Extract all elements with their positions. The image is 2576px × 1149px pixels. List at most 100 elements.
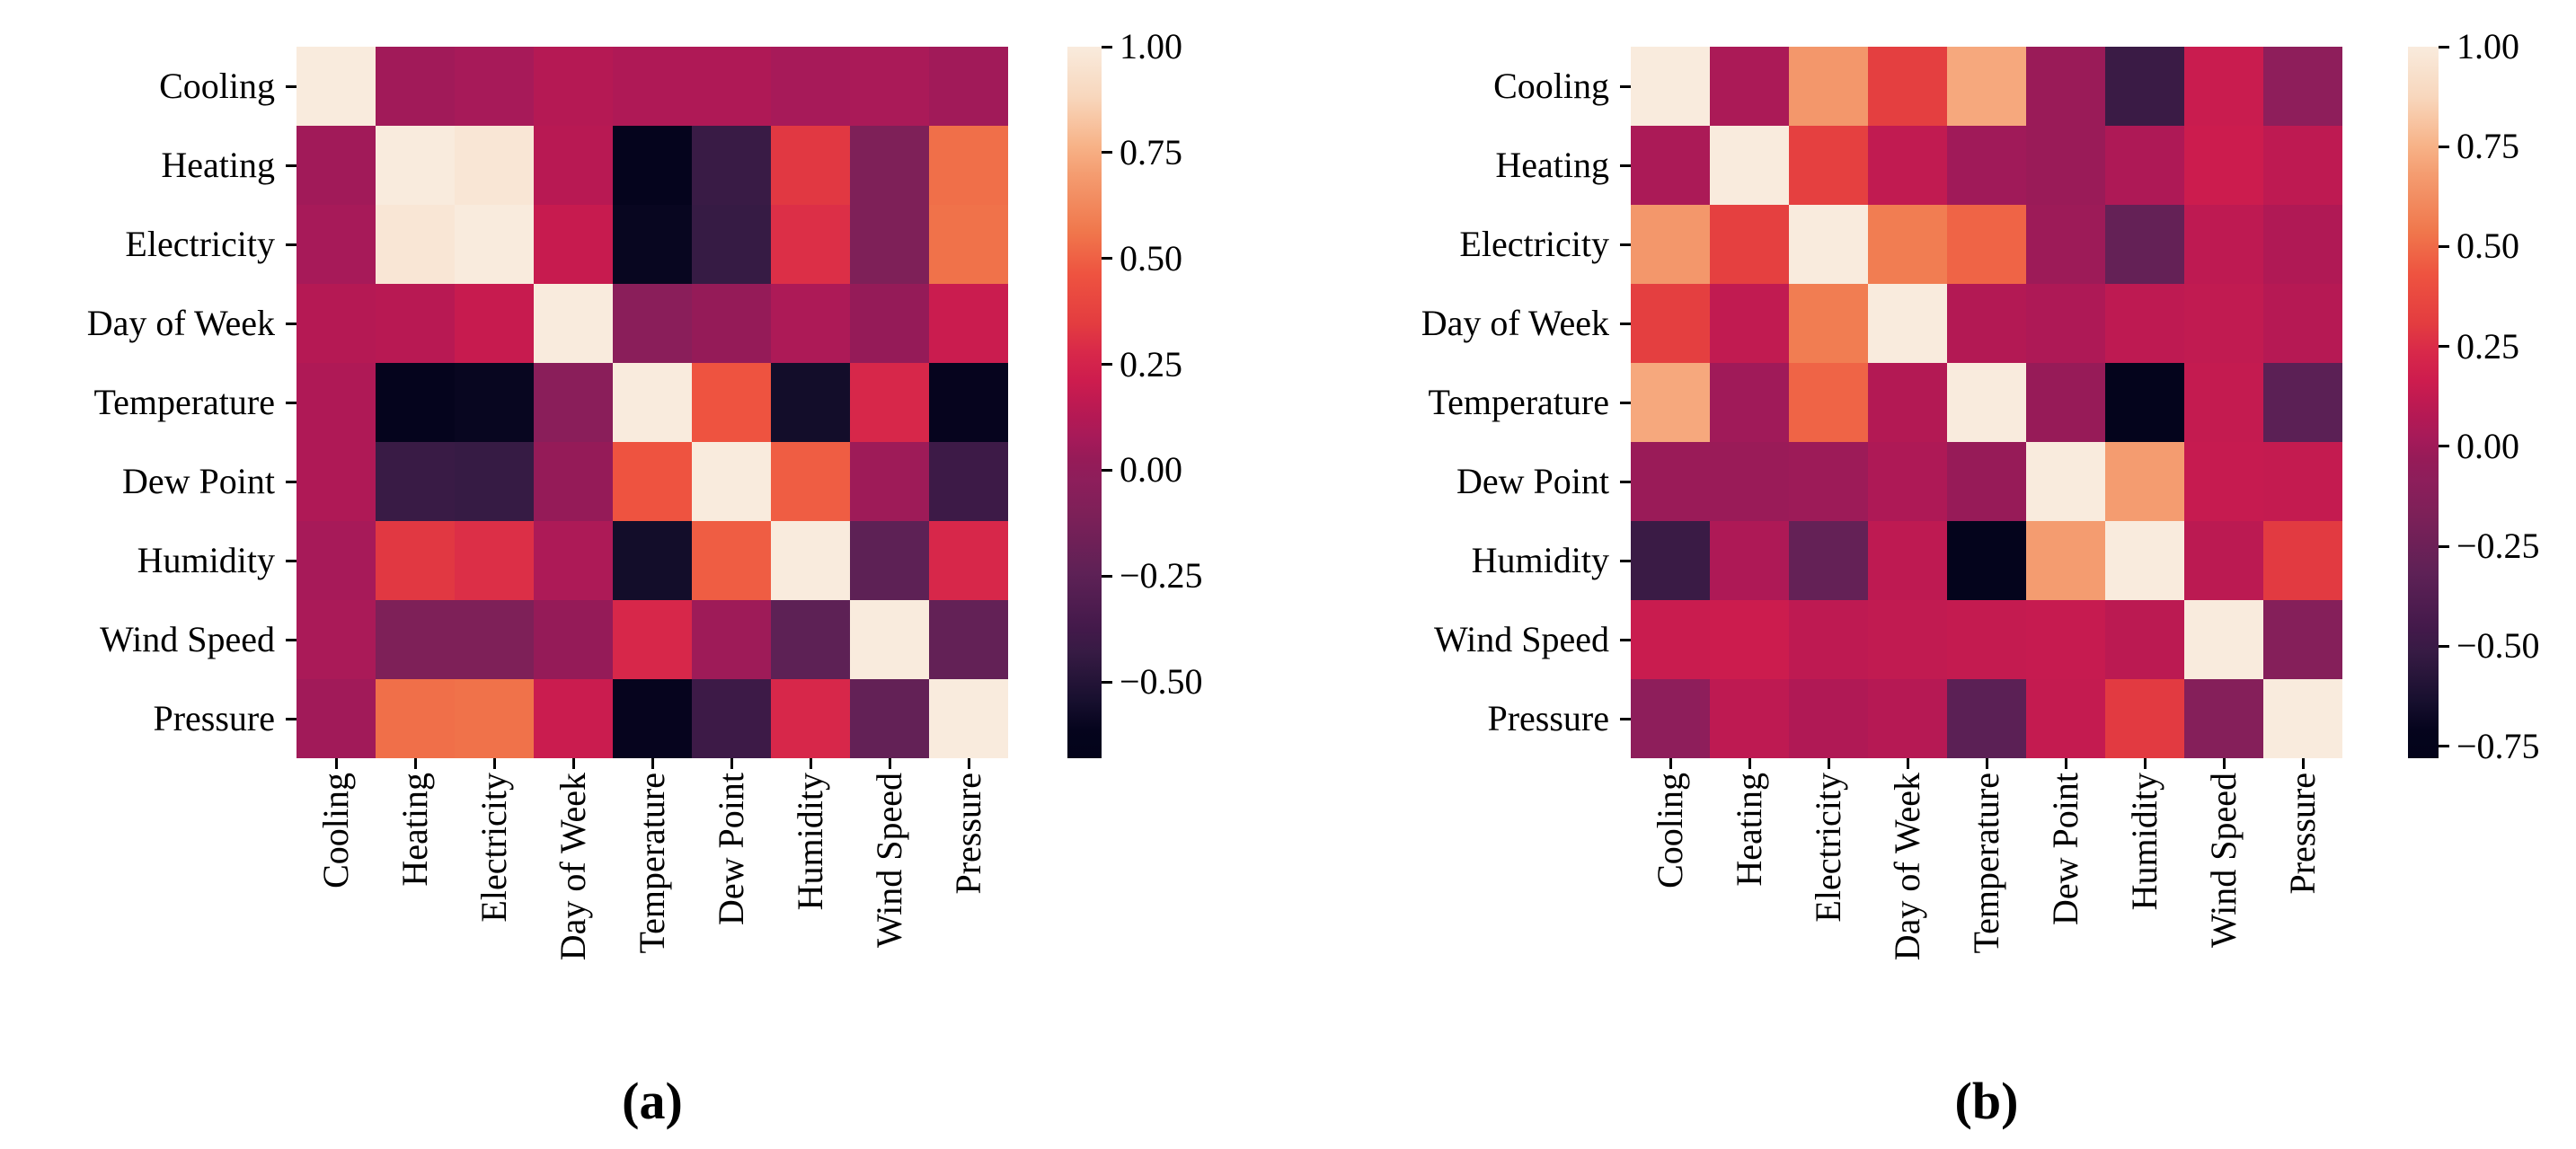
heatmap-cell xyxy=(1789,363,1868,442)
y-axis-label: Electricity xyxy=(1459,224,1609,264)
heatmap-cell xyxy=(613,442,692,521)
heatmap-cell xyxy=(1947,284,2026,363)
heatmap-cell xyxy=(1789,679,1868,758)
heatmap-cell xyxy=(2105,284,2184,363)
y-tick-mark xyxy=(1620,717,1631,720)
y-axis-label: Day of Week xyxy=(86,303,275,343)
heatmap-cell xyxy=(297,126,376,205)
heatmap-cell xyxy=(1631,205,1710,284)
heatmap-cell xyxy=(1631,600,1710,679)
heatmap-cell xyxy=(850,363,929,442)
y-axis-label: Day of Week xyxy=(1421,303,1609,343)
y-axis-label: Cooling xyxy=(1493,66,1609,106)
heatmap-cell xyxy=(1947,363,2026,442)
heatmap-cell xyxy=(850,126,929,205)
heatmap-cell xyxy=(1710,442,1789,521)
heatmap-cell xyxy=(1710,284,1789,363)
colorbar-tick-mark xyxy=(2439,45,2449,49)
heatmap-cell xyxy=(1789,126,1868,205)
x-tick-mark xyxy=(2301,758,2305,769)
heatmap-cell xyxy=(1710,521,1789,600)
x-tick-mark xyxy=(2064,758,2067,769)
heatmap-cell xyxy=(929,600,1008,679)
heatmap-cell xyxy=(2026,363,2105,442)
x-tick-mark xyxy=(2222,758,2226,769)
heatmap-cell xyxy=(771,679,850,758)
heatmap-cell xyxy=(2263,442,2342,521)
x-axis-label: Day of Week xyxy=(1887,773,1927,961)
heatmap-cell xyxy=(850,600,929,679)
colorbar-tick-label: 0.00 xyxy=(1120,449,1182,491)
heatmap-cell xyxy=(692,600,771,679)
heatmap-cell xyxy=(376,442,455,521)
heatmap-cell xyxy=(692,205,771,284)
x-tick-mark xyxy=(1748,758,1751,769)
heatmap-cell xyxy=(1710,126,1789,205)
heatmap-cell xyxy=(1868,205,1947,284)
heatmap-cell xyxy=(376,521,455,600)
heatmap-cell xyxy=(692,363,771,442)
heatmap-cell xyxy=(297,442,376,521)
heatmap-cell xyxy=(771,126,850,205)
heatmap-cell xyxy=(1789,521,1868,600)
heatmap-cell xyxy=(2263,600,2342,679)
y-tick-mark xyxy=(1620,243,1631,246)
y-tick-mark xyxy=(286,322,297,325)
heatmap-cell xyxy=(376,47,455,126)
heatmap-cell xyxy=(771,521,850,600)
heatmap-cell xyxy=(1710,679,1789,758)
heatmap-cell xyxy=(929,126,1008,205)
heatmap-cell xyxy=(771,284,850,363)
x-axis-label: Pressure xyxy=(2282,773,2323,895)
heatmap-cell xyxy=(2184,679,2263,758)
heatmap-cell xyxy=(850,47,929,126)
x-axis-label: Wind Speed xyxy=(2203,773,2244,949)
heatmap-cell xyxy=(2026,126,2105,205)
colorbar-tick-mark xyxy=(2439,345,2449,349)
correlation-matrix xyxy=(297,47,1008,758)
heatmap-cell xyxy=(692,47,771,126)
heatmap-cell xyxy=(455,205,534,284)
caption-a: (a) xyxy=(622,1072,683,1130)
heatmap-cell xyxy=(2263,284,2342,363)
heatmap-cell xyxy=(297,47,376,126)
y-tick-mark xyxy=(1620,164,1631,167)
heatmap-cell xyxy=(534,126,613,205)
y-tick-mark xyxy=(286,401,297,404)
heatmap-cell xyxy=(1710,363,1789,442)
heatmap-cell xyxy=(1631,442,1710,521)
x-tick-mark xyxy=(967,758,970,769)
y-axis-label: Electricity xyxy=(125,224,275,264)
heatmap-cell xyxy=(1710,47,1789,126)
heatmap-cell xyxy=(1947,679,2026,758)
heatmap-cell xyxy=(297,521,376,600)
y-tick-mark xyxy=(286,717,297,720)
y-axis-label: Pressure xyxy=(153,698,275,738)
colorbar-tick-label: −0.25 xyxy=(2456,526,2540,567)
heatmap-cell xyxy=(692,679,771,758)
x-tick-mark xyxy=(492,758,496,769)
heatmap-cell xyxy=(455,126,534,205)
heatmap-cell xyxy=(613,600,692,679)
colorbar-tick-label: 0.25 xyxy=(2456,325,2519,367)
heatmap-cell xyxy=(929,363,1008,442)
colorbar-tick-label: −0.25 xyxy=(1120,555,1203,597)
heatmap-cell xyxy=(2026,600,2105,679)
x-tick-mark xyxy=(1985,758,1988,769)
heatmap-cell xyxy=(2263,47,2342,126)
heatmap-cell xyxy=(613,47,692,126)
heatmap-cell xyxy=(534,205,613,284)
heatmap-cell xyxy=(692,442,771,521)
heatmap-cell xyxy=(2184,284,2263,363)
heatmap-cell xyxy=(613,363,692,442)
heatmap-cell xyxy=(1789,284,1868,363)
heatmap-cell xyxy=(1631,126,1710,205)
heatmap-cell xyxy=(1631,679,1710,758)
x-tick-mark xyxy=(334,758,338,769)
heatmap-cell xyxy=(1868,47,1947,126)
x-tick-mark xyxy=(2143,758,2147,769)
colorbar-tick-mark xyxy=(2439,544,2449,548)
x-tick-mark xyxy=(1827,758,1830,769)
